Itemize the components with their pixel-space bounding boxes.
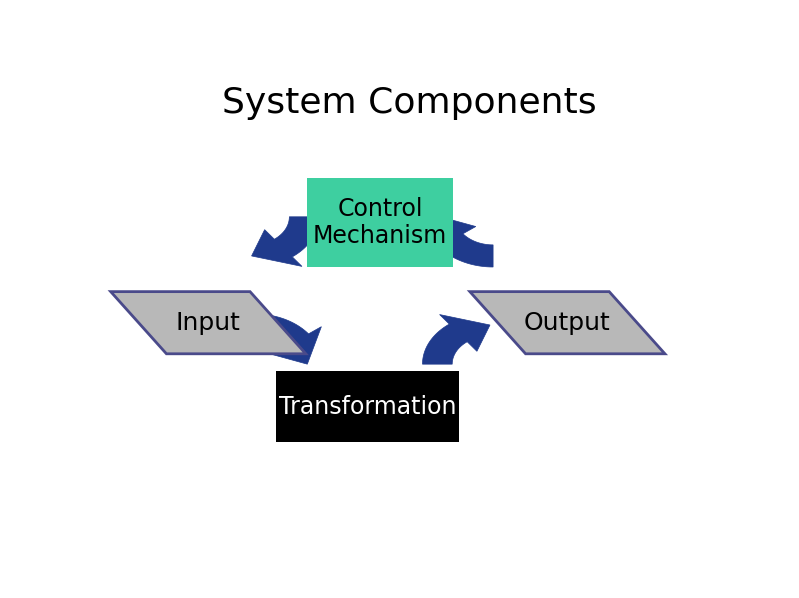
- Text: System Components: System Components: [222, 86, 597, 120]
- PathPatch shape: [423, 315, 490, 364]
- Polygon shape: [111, 292, 306, 354]
- Text: Output: Output: [524, 311, 610, 335]
- PathPatch shape: [427, 217, 493, 267]
- Text: Input: Input: [176, 311, 240, 335]
- Text: Control
Mechanism: Control Mechanism: [313, 197, 447, 248]
- PathPatch shape: [252, 217, 319, 266]
- FancyBboxPatch shape: [308, 178, 453, 267]
- FancyBboxPatch shape: [276, 371, 459, 443]
- Polygon shape: [470, 292, 665, 354]
- Text: Transformation: Transformation: [279, 395, 456, 419]
- PathPatch shape: [255, 314, 321, 364]
